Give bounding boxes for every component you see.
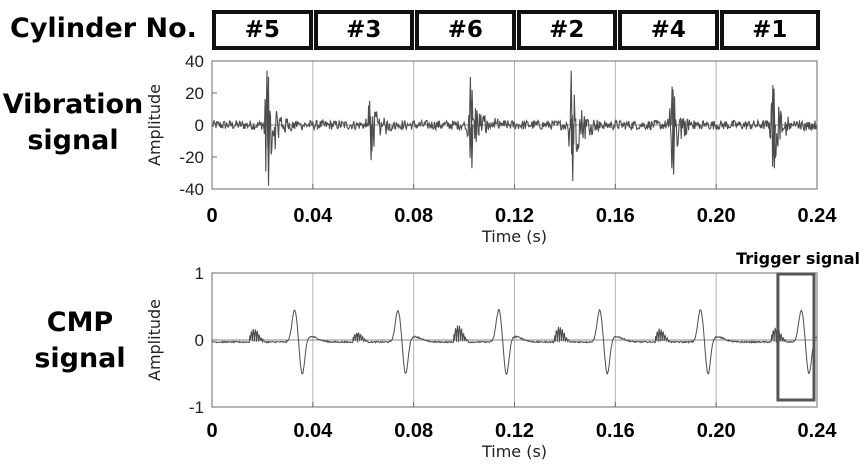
vib-xtick-label: 0.16 bbox=[596, 205, 635, 227]
cmp-label-line1: CMP bbox=[46, 307, 114, 338]
cmp-ytick-label: -1 bbox=[189, 398, 204, 417]
cmp-xtick-label: 0.12 bbox=[495, 420, 534, 442]
cylinder-box-5: #5 bbox=[212, 10, 313, 50]
trigger-signal-box bbox=[776, 272, 816, 402]
cmp-ytick-label: 0 bbox=[195, 331, 204, 350]
cmp-signal-line bbox=[211, 308, 818, 375]
trigger-signal-label: Trigger signal bbox=[736, 249, 860, 268]
cmp-xtick-label: 0.08 bbox=[394, 420, 433, 442]
vib-xtick-label: 0.24 bbox=[798, 205, 838, 227]
cmp-xtick-label: 0.16 bbox=[596, 420, 635, 442]
vib-ytick-label: 40 bbox=[185, 52, 204, 71]
vib-xtick-label: 0 bbox=[206, 205, 217, 227]
vibration-label-line1: Vibration bbox=[2, 89, 144, 120]
cmp-ytick-label: 1 bbox=[195, 264, 204, 283]
vib-ytick-label: -40 bbox=[179, 180, 204, 199]
vib-ytick-label: 20 bbox=[185, 84, 204, 103]
cmp-xtick-label: 0.20 bbox=[697, 420, 736, 442]
vibration-signal-label: Vibration signal bbox=[0, 87, 146, 159]
cylinder-box-4: #4 bbox=[618, 10, 719, 50]
vib-y-axis-title: Amplitude bbox=[145, 84, 164, 166]
cylinder-box-3: #3 bbox=[313, 10, 414, 50]
cmp-signal-label: CMP signal bbox=[20, 305, 140, 377]
cmp-label-line2: signal bbox=[34, 343, 126, 374]
cmp-xtick-label: 0 bbox=[206, 420, 217, 442]
cmp-x-axis-title: Time (s) bbox=[481, 442, 547, 461]
cylinder-box-1: #1 bbox=[719, 10, 820, 50]
vib-xtick-label: 0.12 bbox=[495, 205, 534, 227]
vib-xtick-label: 0.04 bbox=[293, 205, 333, 227]
vib-xtick-label: 0.08 bbox=[394, 205, 433, 227]
cylinder-number-title: Cylinder No. bbox=[10, 13, 197, 44]
vib-xtick-label: 0.20 bbox=[697, 205, 736, 227]
vib-signal-line bbox=[211, 70, 818, 186]
cmp-xtick-label: 0.24 bbox=[798, 420, 838, 442]
cylinder-box-6: #6 bbox=[415, 10, 516, 50]
cylinder-box-2: #2 bbox=[516, 10, 617, 50]
vibration-label-line2: signal bbox=[27, 125, 119, 156]
vib-ytick-label: -20 bbox=[179, 148, 204, 167]
cmp-xtick-label: 0.04 bbox=[293, 420, 333, 442]
vib-ytick-label: 0 bbox=[195, 116, 204, 135]
vib-x-axis-title: Time (s) bbox=[481, 227, 547, 246]
cmp-y-axis-title: Amplitude bbox=[145, 299, 164, 381]
